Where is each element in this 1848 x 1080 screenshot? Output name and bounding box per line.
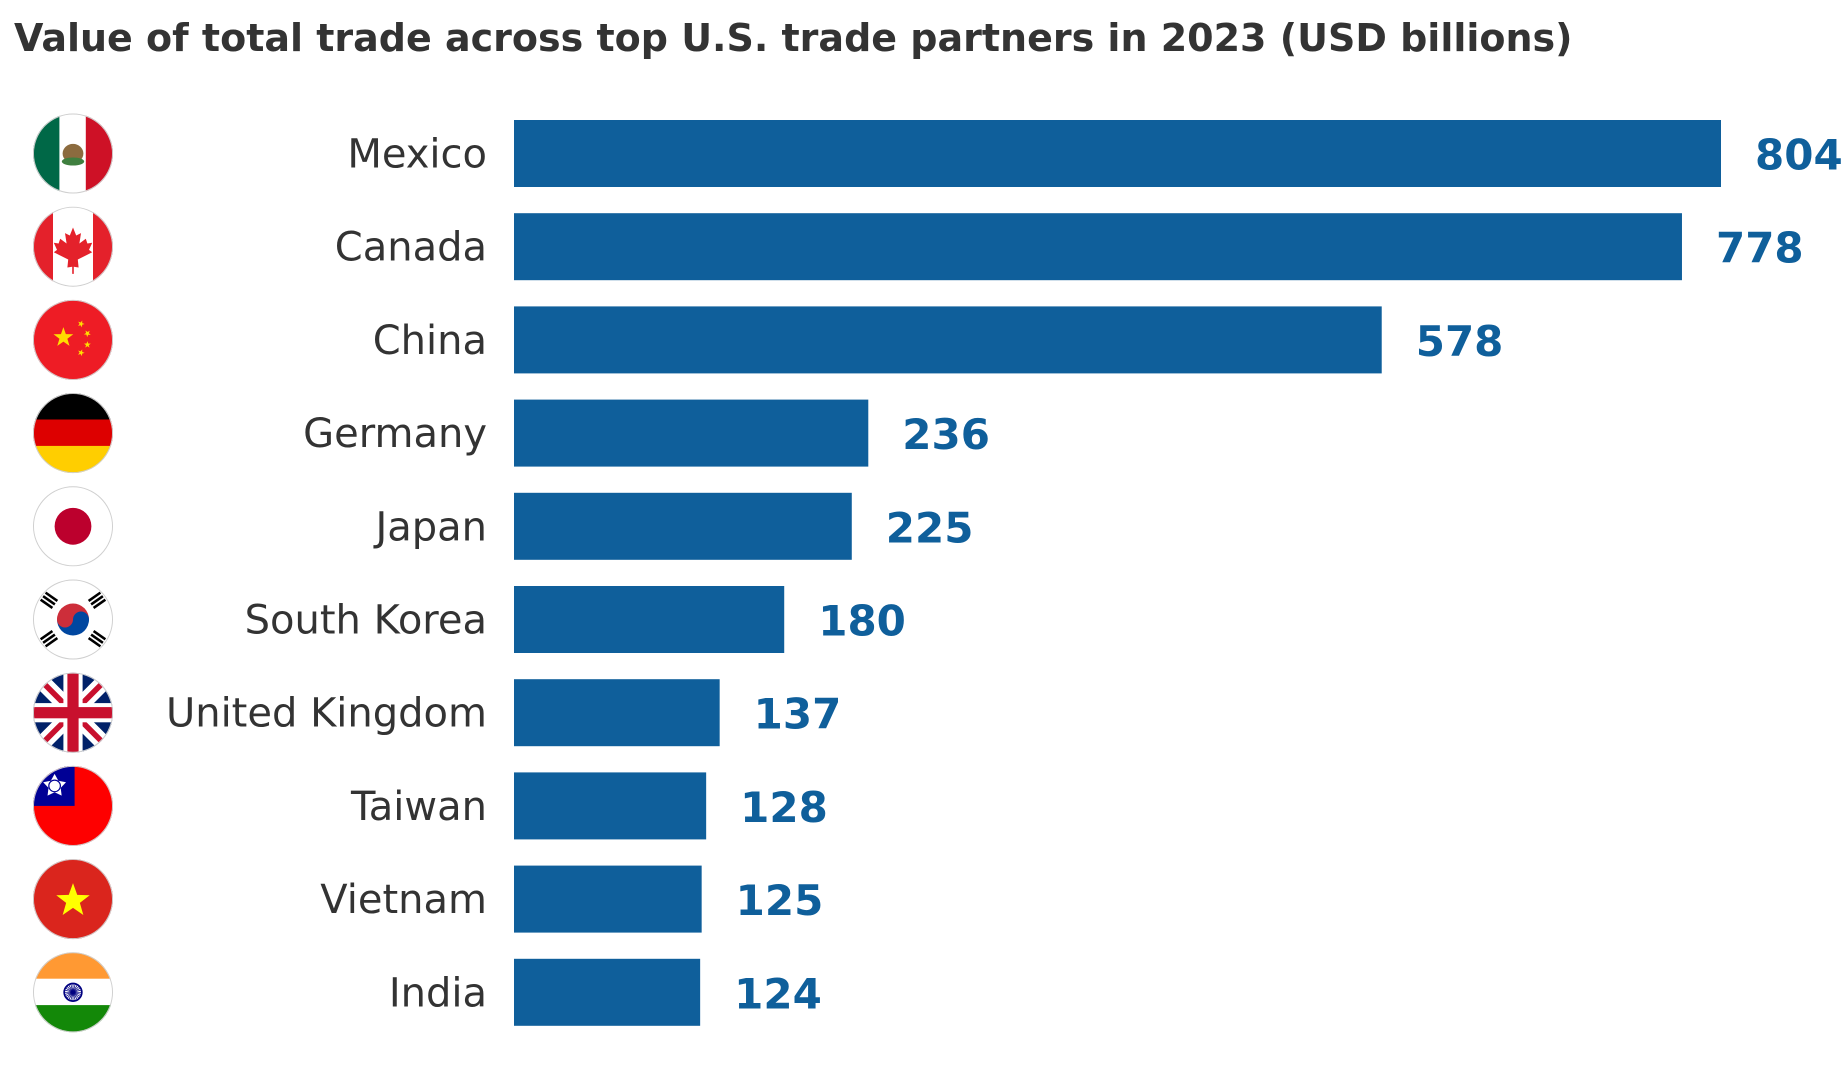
value-label: 236: [902, 410, 990, 459]
value-label: 124: [734, 969, 822, 1018]
category-label: Germany: [303, 411, 487, 457]
bar: [514, 492, 852, 560]
bar: [514, 213, 1682, 281]
category-label: China: [373, 318, 487, 364]
bar: [514, 120, 1721, 187]
value-label: 778: [1716, 224, 1804, 273]
bar-row-united-kingdom: United Kingdom 137: [32, 672, 842, 753]
taiwan-flag-icon: [32, 765, 114, 846]
category-label: South Korea: [245, 598, 487, 644]
bar: [514, 306, 1382, 374]
chart-title: Value of total trade across top U.S. tra…: [14, 16, 1573, 60]
bar: [514, 399, 869, 467]
category-label: Vietnam: [320, 877, 487, 923]
japan-flag-icon: [32, 486, 114, 567]
bar: [514, 586, 785, 653]
bar: [514, 958, 701, 1026]
china-flag-icon: [32, 299, 114, 380]
united-kingdom-flag-icon: [32, 672, 114, 753]
bar-row-canada: Canada 778: [32, 206, 1804, 287]
bar: [514, 772, 707, 840]
value-label: 137: [754, 690, 842, 739]
bar-row-germany: Germany 236: [32, 393, 990, 474]
vietnam-flag-icon: [32, 859, 114, 940]
india-flag-icon: [32, 952, 114, 1033]
bar-row-taiwan: Taiwan 128: [32, 765, 828, 846]
value-label: 128: [740, 783, 828, 832]
bar-row-india: India 124: [32, 952, 822, 1033]
value-label: 804: [1755, 131, 1843, 180]
germany-flag-icon: [32, 393, 114, 474]
category-label: Mexico: [347, 132, 487, 178]
category-label: United Kingdom: [166, 691, 487, 737]
chart-rows: Mexico 804 Canada 778 China 578 Germany 236 Japa…: [32, 113, 1843, 1033]
bar-row-mexico: Mexico 804: [32, 113, 1843, 194]
south-korea-flag-icon: [32, 579, 114, 660]
value-label: 125: [736, 876, 824, 925]
category-label: India: [389, 970, 487, 1016]
category-label: Canada: [335, 225, 487, 271]
value-label: 180: [818, 597, 906, 646]
bar-row-japan: Japan 225: [32, 486, 974, 567]
bar-row-china: China 578: [32, 299, 1504, 380]
bar-row-vietnam: Vietnam 125: [32, 859, 824, 940]
category-label: Taiwan: [350, 784, 487, 830]
mexico-flag-icon: [32, 113, 114, 194]
bar: [514, 679, 720, 747]
category-label: Japan: [372, 504, 487, 550]
value-label: 578: [1416, 317, 1504, 366]
bar-row-south-korea: South Korea 180: [32, 579, 906, 660]
value-label: 225: [886, 503, 974, 552]
canada-flag-icon: [32, 206, 114, 287]
bar: [514, 865, 702, 933]
